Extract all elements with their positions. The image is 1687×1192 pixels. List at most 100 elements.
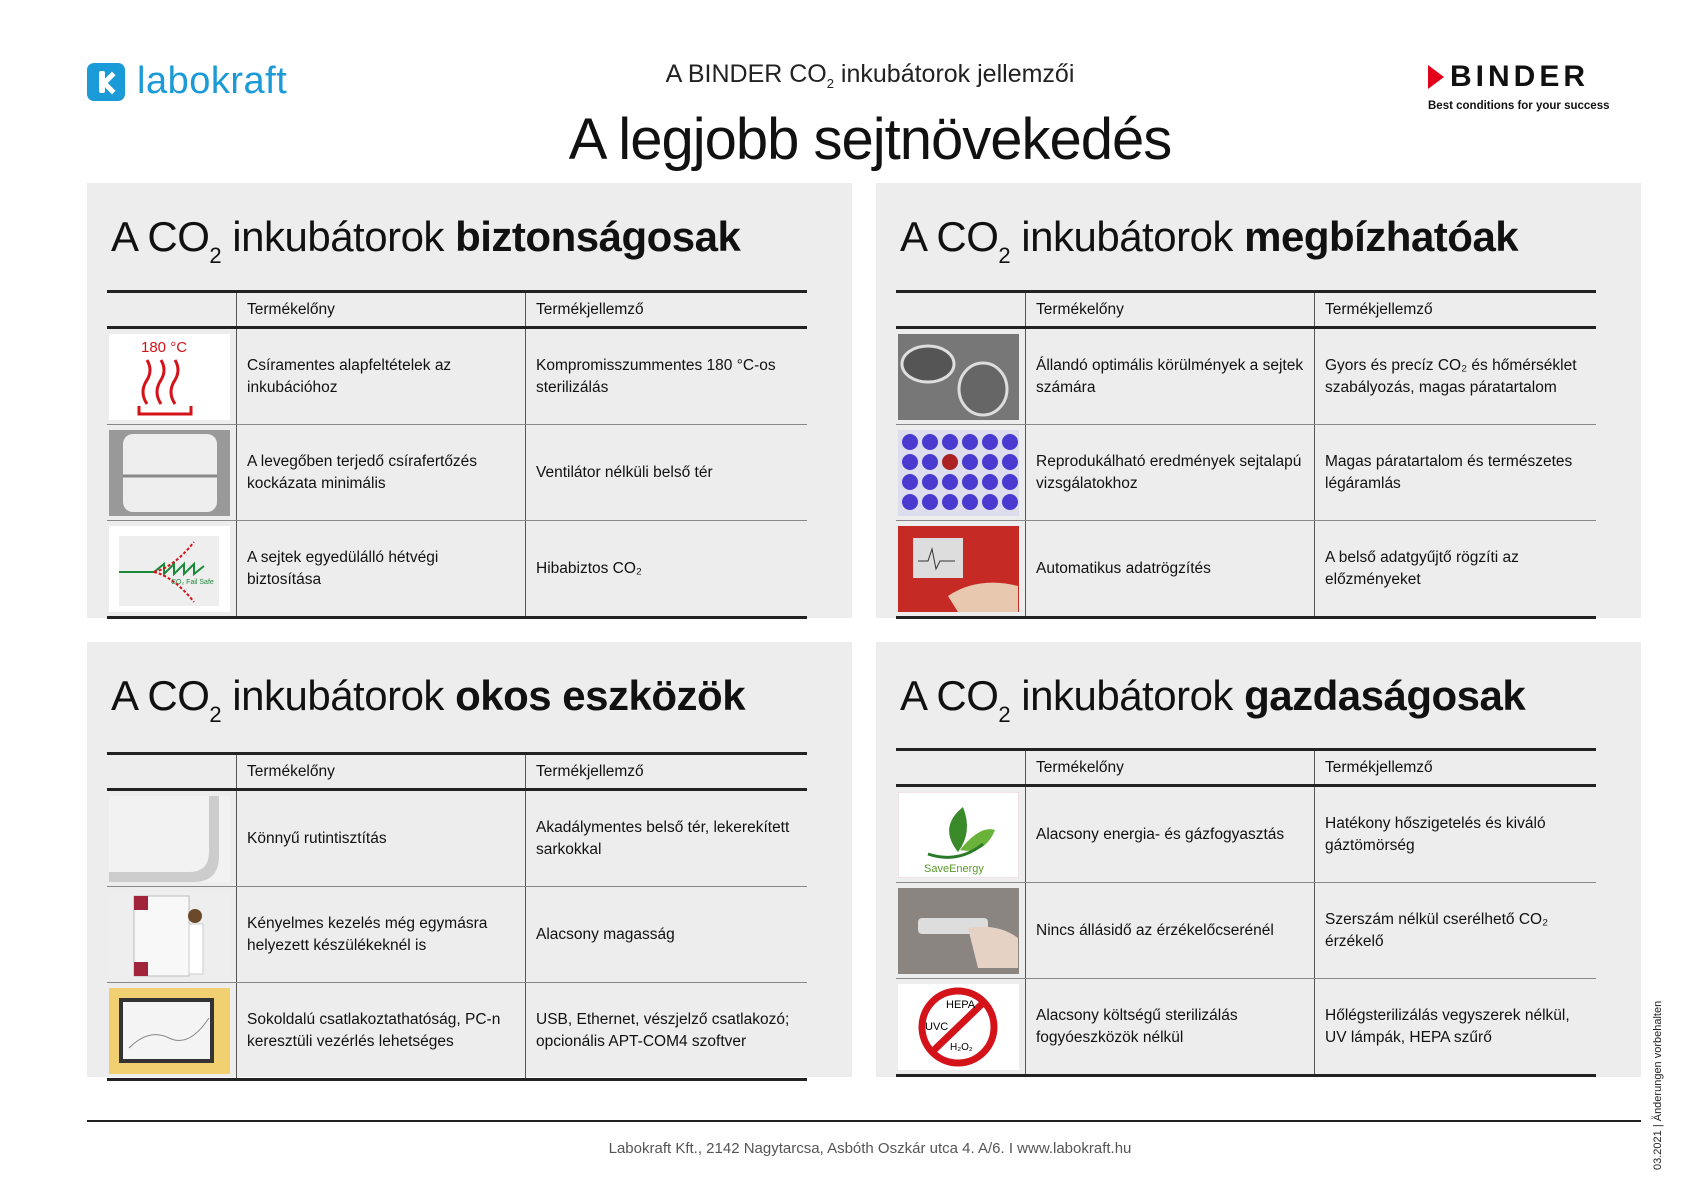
- laptop-software-image: [109, 987, 230, 1074]
- heading-co: A CO: [111, 672, 210, 719]
- benefit-cell: Nincs állásidő az érzékelőcserénél: [1025, 882, 1315, 979]
- subtitle-text-end: inkubátorok jellemzői: [833, 60, 1075, 88]
- labokraft-k-icon: [87, 62, 125, 101]
- feature-cell: Alacsony magasság: [525, 886, 807, 983]
- header-benefit: Termékelőny: [1025, 748, 1315, 787]
- image-cell: SaveEnergy: [896, 785, 1026, 883]
- heading-bold: okos eszközök: [455, 672, 746, 719]
- panel-heading: A CO2 inkubátorok okos eszközök: [111, 672, 746, 728]
- feature-cell: Magas páratartalom és természetes légára…: [1314, 424, 1596, 521]
- panel-heading: A CO2 inkubátorok biztonságosak: [111, 213, 741, 269]
- header-feature: Termékjellemző: [525, 752, 807, 791]
- table-row: 180 °C Csíramentes alapfeltételek az ink…: [107, 327, 807, 425]
- header-image: [107, 290, 237, 329]
- panel-okos-eszközök: A CO2 inkubátorok okos eszközök Termékel…: [87, 642, 852, 1081]
- table-row: Kényelmes kezelés még egymásra helyezett…: [107, 886, 807, 983]
- feature-table: Termékelőny Termékjellemző Könnyű rutinti…: [107, 752, 807, 1081]
- data-logger-image: [898, 525, 1019, 612]
- header-image: [107, 752, 237, 791]
- header-benefit: Termékelőny: [1025, 290, 1315, 329]
- benefit-cell: Kényelmes kezelés még egymásra helyezett…: [236, 886, 526, 983]
- side-note: 03.2021 | Änderungen vorbehalten: [1652, 1000, 1664, 1170]
- benefit-cell: A sejtek egyedülálló hétvégi biztosítása: [236, 520, 526, 619]
- icon-label: H₂O₂: [950, 1042, 973, 1053]
- feature-cell: Hatékony hőszigetelés és kiváló gáztömör…: [1314, 785, 1596, 883]
- image-cell: [107, 982, 237, 1081]
- heading-bold: biztonságosak: [455, 213, 741, 260]
- header-feature: Termékjellemző: [1314, 748, 1596, 787]
- benefit-cell: Könnyű rutintisztítás: [236, 789, 526, 887]
- benefit-cell: Alacsony energia- és gázfogyasztás: [1025, 785, 1315, 883]
- table-row: Nincs állásidő az érzékelőcserénél Szers…: [896, 882, 1596, 979]
- benefit-cell: Sokoldalú csatlakoztathatóság, PC-n kere…: [236, 982, 526, 1081]
- panel-gazdaságosak: A CO2 inkubátorok gazdaságosak Termékelő…: [876, 642, 1641, 1077]
- feature-cell: A belső adatgyűjtő rögzíti az előzmények…: [1314, 520, 1596, 619]
- page-title: A legjobb sejtnövekedés: [568, 107, 1173, 172]
- heading-co: A CO: [900, 672, 999, 719]
- benefit-cell: Alacsony költségű sterilizálás fogyóeszk…: [1025, 978, 1315, 1077]
- table-header: Termékelőny Termékjellemző: [896, 290, 1596, 329]
- heading-sub: 2: [998, 702, 1011, 727]
- table-row: Automatikus adatrögzítés A belső adatgyű…: [896, 520, 1596, 619]
- benefit-cell: Állandó optimális körülmények a sejtek s…: [1025, 327, 1315, 425]
- benefit-cell: Csíramentes alapfeltételek az inkubációh…: [236, 327, 526, 425]
- heading-mid: inkubátorok: [221, 672, 456, 719]
- panel-biztonságosak: A CO2 inkubátorok biztonságosak Termékel…: [87, 183, 852, 619]
- heading-bold: gazdaságosak: [1244, 672, 1526, 719]
- image-cell: [896, 520, 1026, 619]
- heading-bold: megbízhatóak: [1244, 213, 1519, 260]
- image-cell: [896, 424, 1026, 521]
- co2-failsafe-chart-icon: CO₂ Fail Safe: [109, 525, 230, 612]
- binder-logo-text: BINDER: [1450, 60, 1590, 93]
- benefit-cell: Reprodukálható eredmények sejtalapú vizs…: [1025, 424, 1315, 521]
- footer-divider: [87, 1120, 1641, 1122]
- table-row: SaveEnergy Alacsony energia- és gázfogya…: [896, 785, 1596, 883]
- icon-label: UVC: [925, 1021, 948, 1033]
- icon-label: 180 °C: [141, 339, 187, 356]
- heading-sub: 2: [209, 243, 222, 268]
- table-header: Termékelőny Termékjellemző: [107, 752, 807, 791]
- header-benefit: Termékelőny: [236, 752, 526, 791]
- footer-address: Labokraft Kft., 2142 Nagytarcsa, Asbóth …: [608, 1140, 1132, 1157]
- subtitle-text: A BINDER CO: [665, 60, 827, 88]
- table-row: HEPA UVC H₂O₂ Alacsony költségű sterilizál…: [896, 978, 1596, 1077]
- feature-cell: USB, Ethernet, vészjelző csatlakozó; opc…: [525, 982, 807, 1081]
- table-row: Állandó optimális körülmények a sejtek s…: [896, 327, 1596, 425]
- image-cell: 180 °C: [107, 327, 237, 425]
- table-row: A levegőben terjedő csírafertőzés kockáz…: [107, 424, 807, 521]
- table-row: Reprodukálható eredmények sejtalapú vizs…: [896, 424, 1596, 521]
- heading-co: A CO: [900, 213, 999, 260]
- heading-mid: inkubátorok: [1010, 213, 1245, 260]
- labokraft-logo-text: labokraft: [137, 60, 288, 102]
- table-header: Termékelőny Termékjellemző: [107, 290, 807, 329]
- sensor-replacement-image: [898, 887, 1019, 974]
- header-benefit: Termékelőny: [236, 290, 526, 329]
- benefit-cell: Automatikus adatrögzítés: [1025, 520, 1315, 619]
- benefit-cell: A levegőben terjedő csírafertőzés kockáz…: [236, 424, 526, 521]
- feature-cell: Kompromisszummentes 180 °C-os sterilizál…: [525, 327, 807, 425]
- binder-arrow-icon: [1428, 65, 1444, 89]
- heading-mid: inkubátorok: [221, 213, 456, 260]
- heading-sub: 2: [209, 702, 222, 727]
- table-row: Könnyű rutintisztítás Akadálymentes bels…: [107, 789, 807, 887]
- image-cell: [896, 327, 1026, 425]
- cells-image: [898, 333, 1019, 420]
- subtitle-sub: 2: [826, 76, 834, 91]
- icon-label: CO₂ Fail Safe: [171, 579, 214, 586]
- rounded-corner-image: [109, 795, 230, 882]
- page-subtitle: A BINDER CO2 inkubátorok jellemzői: [0, 60, 1687, 91]
- labokraft-logo: labokraft: [87, 60, 287, 103]
- feature-cell: Szerszám nélkül cserélhető CO₂ érzékelő: [1314, 882, 1596, 979]
- chamber-interior-image: [109, 429, 230, 516]
- image-cell: [896, 882, 1026, 979]
- heading-co: A CO: [111, 213, 210, 260]
- header-feature: Termékjellemző: [1314, 290, 1596, 329]
- binder-tagline: Best conditions for your success: [1428, 100, 1610, 112]
- image-cell: HEPA UVC H₂O₂: [896, 978, 1026, 1077]
- feature-table: Termékelőny Termékjellemző 180 °C Csírame…: [107, 290, 807, 619]
- panel-heading: A CO2 inkubátorok gazdaságosak: [900, 672, 1526, 728]
- panel-heading: A CO2 inkubátorok megbízhatóak: [900, 213, 1519, 269]
- image-cell: [107, 424, 237, 521]
- heading-mid: inkubátorok: [1010, 672, 1245, 719]
